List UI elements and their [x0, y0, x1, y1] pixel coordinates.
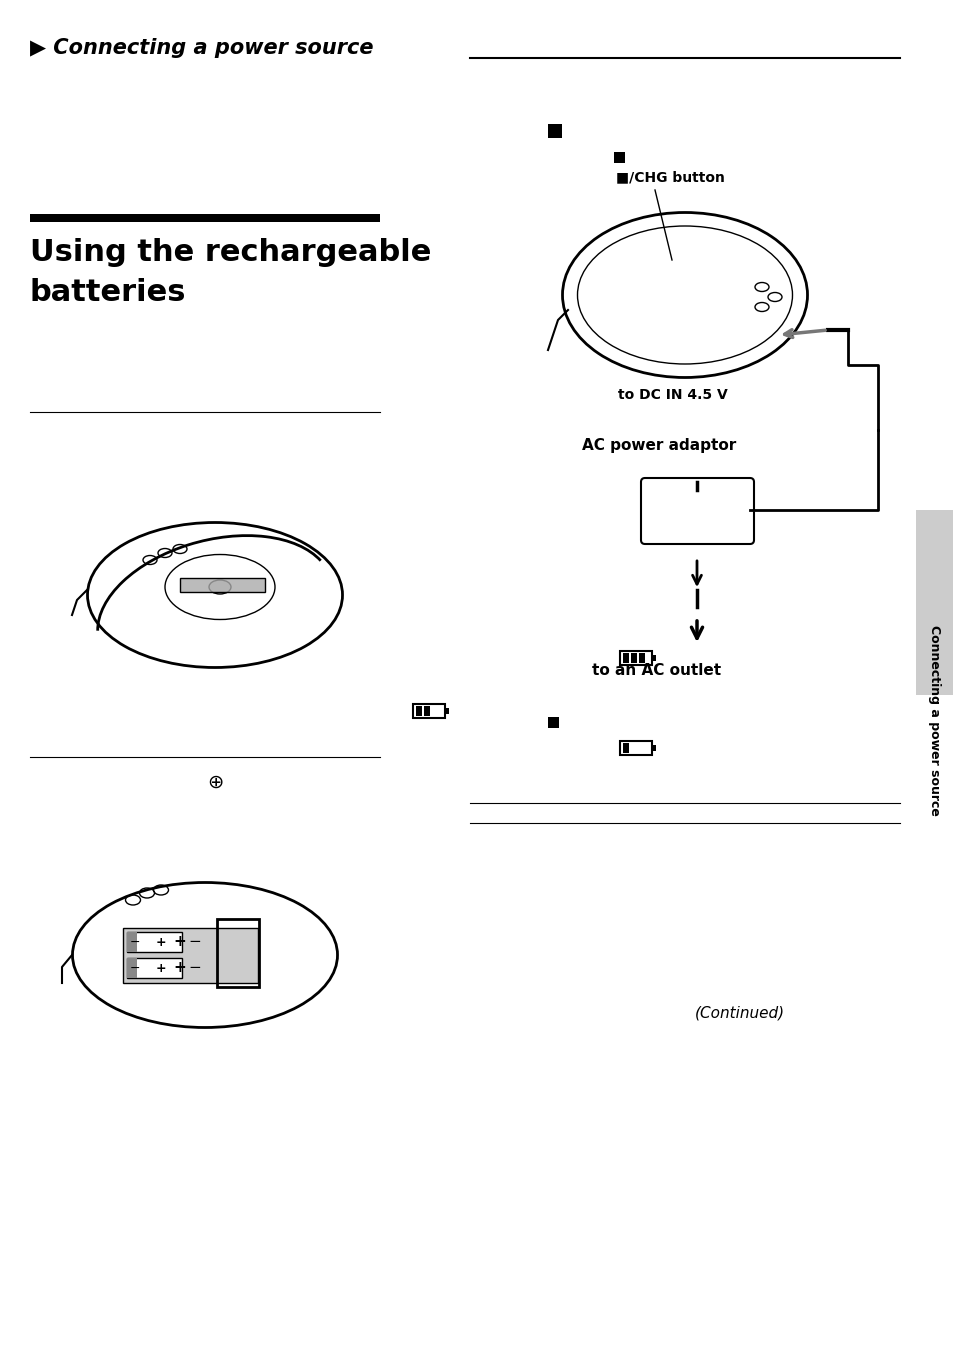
Bar	[547, 716, 558, 727]
Text: −: −	[130, 962, 140, 974]
Bar	[127, 932, 137, 953]
Bar	[413, 704, 444, 718]
Bar	[416, 706, 421, 716]
Text: to an AC outlet: to an AC outlet	[592, 664, 720, 678]
Text: to DC IN 4.5 V: to DC IN 4.5 V	[618, 388, 727, 402]
Text: −: −	[189, 961, 201, 976]
Text: Using the rechargeable: Using the rechargeable	[30, 237, 431, 267]
Bar	[614, 152, 624, 163]
Bar	[180, 578, 265, 592]
Text: ▶ Connecting a power source: ▶ Connecting a power source	[30, 38, 374, 58]
Text: +: +	[155, 935, 166, 949]
Text: −: −	[130, 935, 140, 949]
Bar	[444, 708, 449, 714]
Bar	[180, 578, 265, 592]
Bar	[915, 510, 953, 695]
Text: ⊕: ⊕	[207, 773, 223, 792]
Bar	[216, 919, 258, 987]
Text: +: +	[155, 962, 166, 974]
Bar	[619, 651, 651, 665]
Bar	[651, 655, 656, 661]
Bar	[651, 745, 656, 750]
Bar	[423, 706, 430, 716]
Bar	[30, 214, 379, 223]
Bar	[639, 653, 644, 664]
Bar	[622, 744, 628, 753]
Bar	[622, 653, 628, 664]
Text: +: +	[173, 961, 186, 976]
Text: −: −	[189, 935, 201, 950]
Text: AC power adaptor: AC power adaptor	[581, 438, 736, 453]
Bar	[127, 958, 182, 978]
Bar	[547, 123, 561, 138]
Text: Connecting a power source: Connecting a power source	[927, 626, 941, 816]
Text: (Continued): (Continued)	[695, 1006, 784, 1020]
Text: batteries: batteries	[30, 278, 186, 307]
Bar	[630, 653, 637, 664]
Text: ■/CHG button: ■/CHG button	[616, 170, 724, 185]
Bar	[127, 932, 182, 953]
Ellipse shape	[209, 579, 231, 594]
Bar	[127, 958, 137, 978]
Text: +: +	[173, 935, 186, 950]
Bar	[123, 928, 257, 982]
Bar	[619, 741, 651, 754]
